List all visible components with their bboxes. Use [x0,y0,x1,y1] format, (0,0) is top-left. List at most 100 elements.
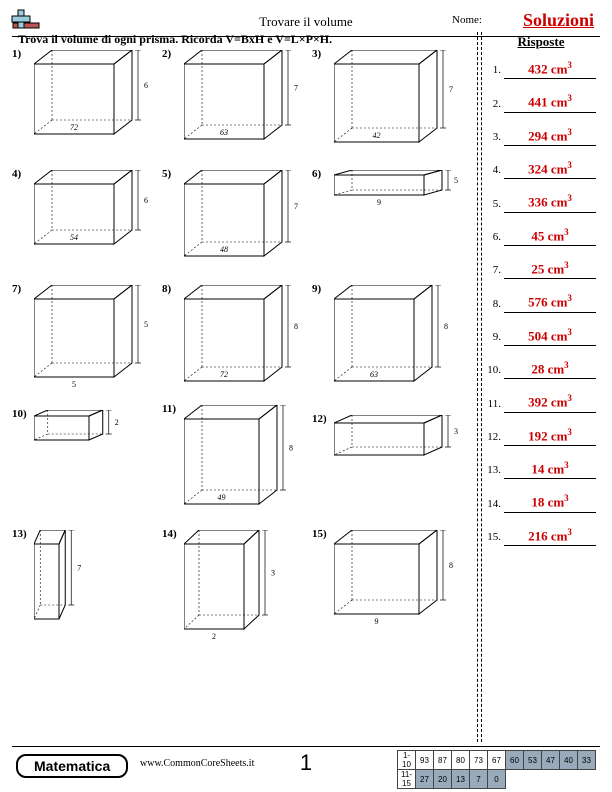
problem-number: 12) [312,413,327,425]
problem-number: 1) [12,48,21,60]
svg-text:8: 8 [289,444,293,453]
answer-number: 2. [486,98,504,110]
score-cell: 53 [524,751,542,770]
problem-number: 5) [162,168,171,180]
score-label: 1-10 [398,751,416,770]
score-cell: 47 [542,751,560,770]
svg-text:2: 2 [115,418,119,427]
score-cell: 7 [470,770,488,789]
svg-text:3: 3 [454,427,458,436]
footer: Matematica www.CommonCoreSheets.it 1 1-1… [0,746,612,782]
svg-text:54: 54 [70,233,78,242]
answer-row: 1.432 cm3 [486,60,596,79]
answer-number: 15. [486,531,504,543]
score-cell: 33 [578,751,596,770]
answer-value: 45 cm3 [504,227,596,246]
answer-row: 2.441 cm3 [486,93,596,112]
answer-number: 8. [486,298,504,310]
problem-number: 10) [12,408,27,420]
answer-value: 504 cm3 [504,327,596,346]
svg-text:7: 7 [294,202,298,211]
answer-number: 6. [486,231,504,243]
answer-value: 576 cm3 [504,293,596,312]
page-title: Trovare il volume [0,14,612,30]
problem-number: 15) [312,528,327,540]
score-cell: 40 [560,751,578,770]
svg-text:8: 8 [444,322,448,331]
answer-value: 216 cm3 [504,527,596,546]
answer-number: 13. [486,464,504,476]
problem-number: 13) [12,528,27,540]
score-cell: 87 [434,751,452,770]
answer-number: 4. [486,164,504,176]
answer-row: 13.14 cm3 [486,460,596,479]
answer-value: 28 cm3 [504,360,596,379]
svg-text:9: 9 [375,617,379,626]
answer-number: 9. [486,331,504,343]
answer-value: 14 cm3 [504,460,596,479]
answer-row: 10.28 cm3 [486,360,596,379]
svg-text:3: 3 [271,569,275,578]
answer-value: 192 cm3 [504,427,596,446]
problem-number: 4) [12,168,21,180]
answer-row: 6.45 cm3 [486,227,596,246]
svg-text:63: 63 [370,370,378,379]
score-cell: 67 [488,751,506,770]
answer-number: 14. [486,498,504,510]
footer-rule [12,746,600,747]
solutions-badge: Soluzioni [523,10,594,31]
answer-number: 5. [486,198,504,210]
problem-number: 8) [162,283,171,295]
svg-text:5: 5 [454,176,458,185]
answer-row: 14.18 cm3 [486,493,596,512]
svg-text:42: 42 [373,131,381,140]
score-label: 11-15 [398,770,416,789]
answer-row: 5.336 cm3 [486,193,596,212]
worksheet-page: Trovare il volume Nome: Soluzioni Trova … [0,0,612,792]
svg-text:49: 49 [218,493,226,502]
name-label: Nome: [452,14,482,26]
score-cell: 27 [416,770,434,789]
answer-value: 324 cm3 [504,160,596,179]
answer-number: 7. [486,264,504,276]
problem-number: 7) [12,283,21,295]
svg-text:8: 8 [294,322,298,331]
answer-row: 9.504 cm3 [486,327,596,346]
score-cell: 20 [434,770,452,789]
answer-row: 8.576 cm3 [486,293,596,312]
score-cell: 80 [452,751,470,770]
problems-area: 1)6722)7633)7424)6545)7486)597)558)8729)… [12,48,472,730]
svg-text:72: 72 [220,370,228,379]
score-cell: 93 [416,751,434,770]
answer-number: 12. [486,431,504,443]
svg-text:7: 7 [77,564,81,573]
answer-number: 10. [486,364,504,376]
problem-number: 2) [162,48,171,60]
answer-row: 7.25 cm3 [486,260,596,279]
svg-text:2: 2 [212,632,216,641]
svg-text:9: 9 [377,198,381,207]
problem-number: 6) [312,168,321,180]
answer-number: 1. [486,64,504,76]
answer-row: 11.392 cm3 [486,393,596,412]
answer-value: 441 cm3 [504,93,596,112]
answer-value: 294 cm3 [504,127,596,146]
svg-text:5: 5 [72,380,76,389]
svg-text:63: 63 [220,128,228,137]
answer-row: 12.192 cm3 [486,427,596,446]
svg-text:6: 6 [144,196,148,205]
problem-number: 14) [162,528,177,540]
svg-text:6: 6 [144,81,148,90]
svg-text:7: 7 [294,84,298,93]
problem-number: 9) [312,283,321,295]
score-grid: 1-109387807367605347403311-1527201370 [397,750,596,789]
score-cell: 0 [488,770,506,789]
answer-number: 3. [486,131,504,143]
score-cell: 13 [452,770,470,789]
svg-text:7: 7 [449,85,453,94]
answer-number: 11. [486,398,504,410]
instructions-text: Trova il volume di ogni prisma. Ricorda … [18,32,332,47]
score-cell: 73 [470,751,488,770]
answer-row: 15.216 cm3 [486,527,596,546]
svg-text:5: 5 [144,320,148,329]
